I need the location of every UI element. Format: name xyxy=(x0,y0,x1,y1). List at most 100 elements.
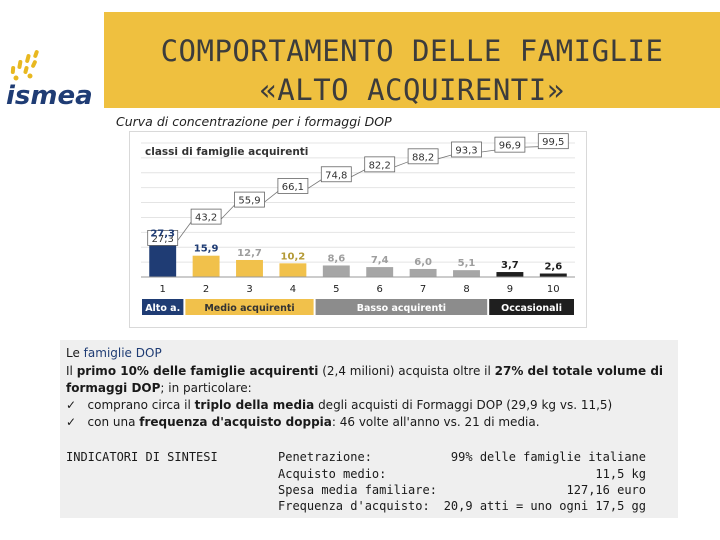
info-bold: triplo della media xyxy=(194,398,315,412)
info-text: ; in particolare: xyxy=(160,381,252,395)
info-heading: Le famiglie DOP xyxy=(66,346,162,360)
cumulative-label-box xyxy=(451,141,482,158)
indicator-value: 127,16 euro xyxy=(566,483,646,497)
info-text: degli acquisti di Formaggi DOP (29,9 kg … xyxy=(314,398,613,412)
group-band xyxy=(185,299,314,315)
indicator-label-text: Spesa media familiare xyxy=(278,483,430,497)
x-tick-label: 7 xyxy=(420,284,426,295)
cumulative-label: 66,1 xyxy=(282,182,304,193)
x-tick-label: 6 xyxy=(377,284,383,295)
group-band-label: Alto a. xyxy=(145,303,180,314)
bar-value-label: 5,1 xyxy=(458,258,476,269)
info-paragraph-line2: formaggi DOP; in particolare: xyxy=(66,381,252,395)
cumulative-label-box xyxy=(277,178,309,194)
indicator-value: 20,9 atti = uno ogni 17,5 gg xyxy=(443,499,646,513)
cumulative-label: 93,3 xyxy=(455,145,477,156)
cumulative-label-box xyxy=(234,191,265,208)
indicator-suffix: : xyxy=(422,499,430,513)
bar xyxy=(409,268,437,277)
info-bold: 27% del totale volume di xyxy=(494,364,664,378)
info-bold: formaggi DOP xyxy=(66,381,161,395)
info-panel: Le famiglie DOP Il primo 10% delle famig… xyxy=(60,340,678,518)
x-tick-label: 5 xyxy=(333,284,339,295)
cumulative-label: 55,9 xyxy=(238,196,260,207)
info-text: Il xyxy=(66,364,77,378)
bar xyxy=(366,267,394,277)
x-tick-label: 3 xyxy=(246,284,252,295)
cumulative-connector xyxy=(220,204,235,220)
x-tick-label: 8 xyxy=(463,284,469,295)
info-bullet-1: ✓ comprano circa il triplo della media d… xyxy=(66,398,612,412)
cumulative-label-box xyxy=(494,136,526,153)
bar xyxy=(236,259,263,277)
indicator-value: 11,5 kg xyxy=(595,467,646,481)
info-bold: frequenza d'acquisto doppia xyxy=(139,415,332,429)
info-text: comprano circa il xyxy=(87,398,195,412)
bar xyxy=(279,263,307,277)
bar-value-label: 10,2 xyxy=(281,251,306,262)
bar-value-label: 8,6 xyxy=(327,253,345,264)
indicator-label-text: Acquisto medio xyxy=(278,467,380,481)
x-tick-label: 9 xyxy=(507,284,513,295)
chart-frame xyxy=(129,131,587,328)
page-title-line1: COMPORTAMENTO DELLE FAMIGLIE xyxy=(160,34,664,68)
cumulative-connector xyxy=(481,149,495,153)
bar-value-label: 12,7 xyxy=(237,248,262,259)
chart-title: classi di famiglie acquirenti xyxy=(145,146,308,158)
x-tick-label: 1 xyxy=(160,284,166,295)
cumulative-label: 27,3 xyxy=(152,234,174,245)
cumulative-connector xyxy=(351,169,365,178)
title-banner: COMPORTAMENTO DELLE FAMIGLIE «ALTO ACQUI… xyxy=(104,12,720,108)
cumulative-connector xyxy=(307,179,322,189)
info-paragraph-line1: Il primo 10% delle famiglie acquirenti (… xyxy=(66,364,663,378)
bar-value-label: 3,7 xyxy=(501,260,519,271)
bar xyxy=(539,273,567,277)
check-icon: ✓ xyxy=(66,398,77,412)
info-bold: primo 10% delle famiglie acquirenti xyxy=(76,364,319,378)
cumulative-label: 88,2 xyxy=(412,152,434,163)
cumulative-label: 43,2 xyxy=(195,213,217,224)
logo-sun-rays-icon xyxy=(10,50,39,81)
group-band xyxy=(489,299,574,315)
bar-value-label: 6,0 xyxy=(414,257,432,268)
indicator-suffix: : xyxy=(364,450,372,464)
indicator-value: 99% delle famiglie italiane xyxy=(450,450,646,464)
info-heading-prefix: Le xyxy=(66,346,84,360)
cumulative-label-box xyxy=(320,166,352,183)
info-text: con una xyxy=(87,415,140,429)
indicator-label: Acquisto medio: xyxy=(278,467,386,481)
bar xyxy=(496,272,524,277)
bar xyxy=(322,265,350,277)
cumulative-label-box xyxy=(190,208,222,225)
info-bullet-2: ✓ con una frequenza d'acquisto doppia: 4… xyxy=(66,415,540,429)
cumulative-label-box xyxy=(147,230,179,246)
bar xyxy=(453,270,480,277)
info-text: (2,4 milioni) acquista oltre il xyxy=(318,364,495,378)
info-heading-bold: famiglie DOP xyxy=(83,346,162,360)
cumulative-label: 74,8 xyxy=(325,170,347,181)
logo-wordmark: ismea xyxy=(6,81,93,110)
info-text: : 46 volte all'anno vs. 21 di media. xyxy=(331,415,540,429)
page-title-line2: «ALTO ACQUIRENTI» xyxy=(259,73,565,107)
indicator-label: Penetrazione: xyxy=(278,450,372,464)
x-tick-label: 2 xyxy=(203,284,209,295)
cumulative-connector xyxy=(394,161,409,168)
check-icon: ✓ xyxy=(66,415,77,429)
ismea-logo: ismea xyxy=(6,50,93,110)
cumulative-label-box xyxy=(407,148,439,165)
x-tick-label: 4 xyxy=(290,284,296,295)
cumulative-connector xyxy=(177,221,192,241)
cumulative-label: 96,9 xyxy=(499,141,521,152)
group-band xyxy=(142,299,184,315)
bar-value-label: 2,6 xyxy=(544,262,562,273)
indicator-label: Spesa media familiare: xyxy=(278,483,437,497)
cumulative-label: 82,2 xyxy=(369,160,391,171)
cumulative-label-box xyxy=(537,133,569,150)
cumulative-connector xyxy=(437,154,452,160)
concentration-chart: classi di famiglie acquirenti27,343,255,… xyxy=(141,133,575,315)
cumulative-connector xyxy=(264,191,279,203)
indicator-label-text: Penetrazione xyxy=(278,450,365,464)
indicator-label: Frequenza d'acquisto: xyxy=(278,499,430,513)
bar-value-label: 7,4 xyxy=(371,255,389,266)
group-band-label: Basso acquirenti xyxy=(357,303,446,314)
